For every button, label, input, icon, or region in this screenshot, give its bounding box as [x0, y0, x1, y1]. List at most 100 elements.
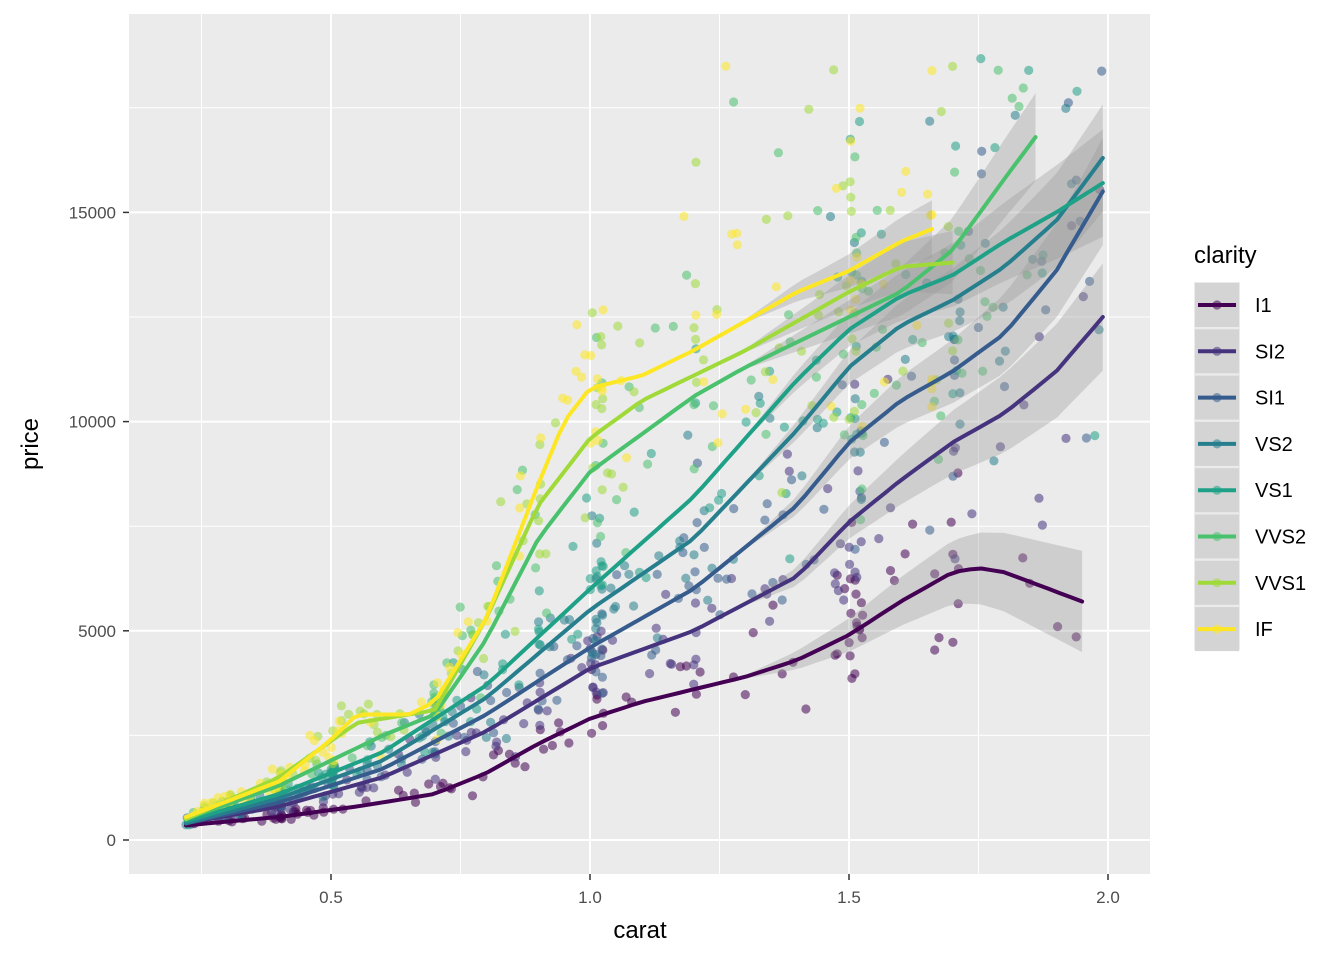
data-point	[901, 269, 911, 280]
legend-label-i1: I1	[1255, 295, 1272, 317]
data-point	[682, 270, 692, 280]
data-point	[852, 252, 862, 262]
data-point	[559, 615, 570, 625]
data-point	[622, 453, 632, 463]
data-point	[925, 116, 935, 126]
data-point	[850, 544, 860, 554]
data-point	[713, 573, 723, 583]
data-point	[976, 54, 986, 64]
data-point	[768, 577, 778, 588]
data-point	[857, 400, 867, 410]
data-point	[850, 152, 860, 162]
data-point	[1072, 86, 1082, 96]
data-point	[267, 764, 277, 774]
data-point	[885, 205, 895, 215]
data-point	[519, 719, 529, 729]
data-point	[558, 393, 568, 403]
data-point	[571, 366, 581, 376]
data-point	[948, 471, 958, 481]
data-point	[784, 310, 794, 320]
data-point	[597, 386, 607, 396]
data-point	[729, 97, 739, 107]
data-point	[535, 668, 545, 678]
data-point	[845, 177, 855, 187]
data-point	[949, 446, 959, 456]
data-point	[1071, 632, 1081, 642]
data-point	[502, 687, 512, 698]
legend-label-vs2: VS2	[1255, 434, 1293, 456]
data-point	[1061, 103, 1071, 113]
data-point	[785, 554, 795, 564]
data-point	[199, 798, 209, 808]
data-point	[846, 608, 856, 619]
data-point	[818, 418, 828, 428]
trend-line-vvs2	[184, 135, 1038, 822]
data-point	[876, 229, 887, 239]
data-point	[885, 566, 896, 576]
data-point	[944, 318, 954, 328]
data-point	[1034, 332, 1044, 342]
data-point	[285, 805, 295, 815]
x-axis-title: carat	[613, 917, 667, 944]
data-point	[514, 680, 524, 690]
data-point	[851, 294, 861, 304]
data-point	[597, 688, 607, 698]
data-point	[948, 61, 958, 71]
data-point	[691, 377, 702, 387]
data-point	[679, 211, 689, 221]
data-point	[691, 310, 701, 320]
data-point	[934, 633, 944, 643]
confidence-band-vs1	[186, 129, 1103, 823]
data-point	[1034, 493, 1044, 503]
data-point	[612, 570, 622, 580]
data-point	[846, 305, 856, 315]
legend-label-if: IF	[1255, 619, 1273, 641]
data-point	[762, 499, 772, 509]
data-point	[765, 616, 775, 626]
data-point	[829, 412, 839, 422]
data-point	[747, 589, 757, 599]
data-point	[501, 733, 511, 744]
data-point	[727, 229, 737, 239]
data-point	[520, 762, 530, 772]
data-point	[567, 634, 577, 644]
trend-line-if	[184, 227, 934, 819]
data-point	[535, 549, 545, 559]
data-point	[582, 493, 592, 503]
data-point	[908, 334, 918, 345]
data-point	[416, 697, 426, 707]
data-point	[784, 466, 794, 476]
data-point	[592, 538, 602, 548]
data-point	[326, 743, 336, 753]
data-point	[975, 265, 986, 276]
data-point	[846, 136, 856, 146]
confidence-band-vvs1	[186, 230, 953, 821]
data-point	[592, 518, 603, 528]
data-point	[760, 515, 770, 525]
legend-label-vs1: VS1	[1255, 480, 1293, 502]
y-tick-label: 5000	[78, 622, 116, 641]
data-point	[699, 377, 709, 387]
data-point	[432, 678, 442, 688]
data-point	[713, 438, 723, 448]
data-point	[486, 695, 496, 706]
data-point	[944, 332, 954, 342]
data-point	[844, 638, 854, 648]
data-point	[645, 669, 655, 679]
data-point	[976, 169, 987, 179]
data-point	[777, 595, 787, 605]
data-point	[729, 504, 739, 514]
data-point	[930, 645, 940, 655]
data-point	[534, 516, 544, 526]
data-point	[819, 504, 829, 514]
data-point	[857, 633, 867, 643]
data-point	[879, 377, 890, 387]
data-point	[761, 214, 772, 224]
data-point	[856, 494, 866, 505]
data-point	[510, 626, 520, 637]
data-point	[869, 388, 879, 398]
data-point	[845, 559, 855, 570]
data-point	[1041, 305, 1051, 315]
data-point	[650, 323, 660, 333]
trend-line-vs1	[184, 181, 1105, 824]
